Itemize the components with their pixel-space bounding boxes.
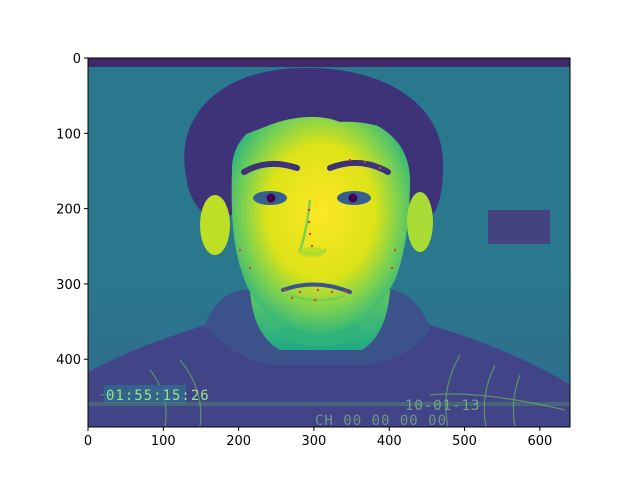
right-pupil (348, 193, 358, 203)
y-tick-label: 300 (56, 278, 81, 293)
date-text: 10-01-13 (405, 398, 480, 414)
bottom-band (88, 402, 570, 406)
y-tick-label: 100 (56, 127, 81, 142)
x-tick-label: 300 (302, 434, 327, 449)
lower-lip (289, 294, 346, 302)
x-tick-label: 100 (151, 434, 176, 449)
x-tick-label: 0 (84, 434, 92, 449)
x-tick-label: 200 (226, 434, 251, 449)
channel-text: CH 00 00 00 00 (315, 413, 447, 429)
mouth (281, 282, 352, 294)
y-tick-label: 400 (56, 353, 81, 368)
hair-fringe (215, 91, 425, 150)
x-tick-label: 500 (452, 434, 477, 449)
left-eyebrow (241, 160, 300, 175)
y-tick-label: 0 (73, 52, 81, 67)
face (231, 112, 410, 334)
x-tick-label: 400 (377, 434, 402, 449)
x-axis: 0 100 200 300 400 500 600 (84, 427, 552, 449)
landmark-dots (238, 158, 397, 302)
axes-frame (87, 57, 571, 428)
image-area: 01:55:15:26 10-01-13 CH 00 00 00 00 (88, 58, 570, 429)
right-eyebrow (327, 159, 391, 175)
timestamp-text: 01:55:15:26 (106, 388, 210, 404)
nose-shadow (298, 247, 326, 257)
x-tick-label: 600 (527, 434, 552, 449)
left-ear (200, 195, 230, 255)
right-ear (407, 192, 433, 252)
y-tick-label: 200 (56, 203, 81, 218)
timestamp-box (104, 385, 186, 403)
top-band (88, 58, 570, 67)
wall-patch (488, 210, 550, 244)
left-pupil (266, 193, 276, 203)
y-axis: 0 100 200 300 400 (56, 52, 88, 368)
